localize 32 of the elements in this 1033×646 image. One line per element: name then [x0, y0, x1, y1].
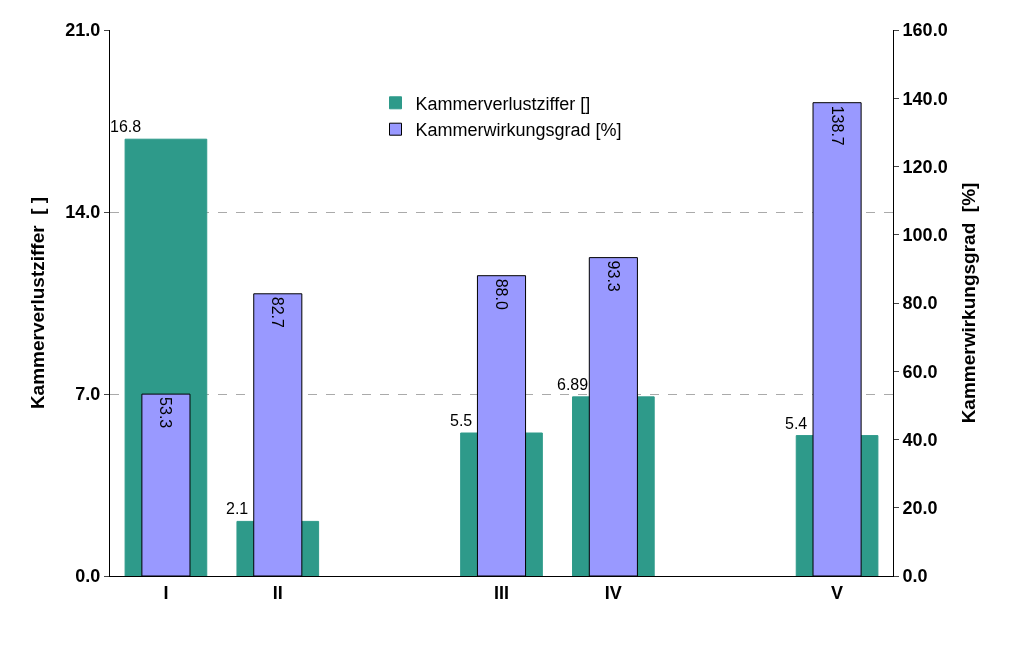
data-label: 93.3 — [604, 260, 622, 292]
y2-axis-title: Kammerwirkungsgrad [%] — [958, 182, 980, 424]
y-tick-label: 7.0 — [75, 384, 101, 405]
y2-tick-label: 120.0 — [902, 156, 948, 177]
data-label: 53.3 — [157, 397, 175, 429]
y2-tick-label: 140.0 — [902, 88, 948, 109]
y2-tick-label: 40.0 — [902, 429, 938, 450]
data-label: 5.5 — [450, 412, 473, 429]
y2-tick-label: 80.0 — [902, 293, 938, 314]
data-label: 16.8 — [110, 118, 142, 135]
legend-label: Kammerverlustziffer [] — [415, 93, 591, 114]
y2-tick-label: 60.0 — [902, 361, 938, 382]
y2-tick-label: 100.0 — [902, 225, 948, 246]
data-label: 6.89 — [557, 376, 589, 393]
y-tick-label: 0.0 — [75, 566, 101, 587]
data-label: 5.4 — [785, 415, 808, 432]
x-tick-label: IV — [604, 582, 622, 603]
data-label: 2.1 — [226, 500, 249, 517]
x-tick-label: III — [493, 582, 510, 603]
y2-tick-label: 160.0 — [902, 20, 948, 41]
legend-label: Kammerwirkungsgrad [%] — [415, 120, 622, 141]
x-tick-label: I — [163, 582, 169, 603]
x-tick-label: II — [272, 582, 283, 603]
y-axis-title: Kammerverlustziffer [ ] — [27, 196, 49, 410]
data-label: 82.7 — [269, 296, 287, 329]
y2-tick-label: 20.0 — [902, 498, 938, 519]
y2-tick-label: 0.0 — [902, 566, 928, 587]
data-label: 88.0 — [493, 278, 510, 310]
data-label: 138.7 — [828, 105, 846, 146]
y-tick-label: 14.0 — [65, 202, 101, 223]
y-tick-label: 21.0 — [65, 20, 101, 41]
x-tick-label: V — [831, 582, 844, 603]
